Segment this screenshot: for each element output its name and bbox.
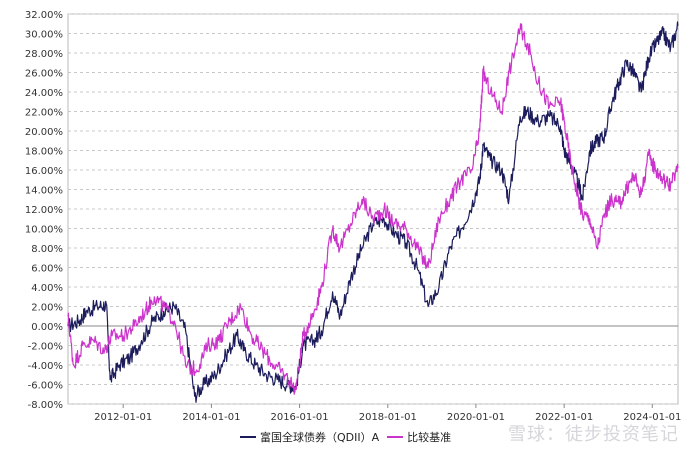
y-tick-label: 18.00% [25, 147, 63, 158]
y-tick-label: 2.00% [31, 303, 63, 314]
y-tick-label: -8.00% [28, 400, 63, 411]
y-tick-label: 26.00% [25, 69, 63, 80]
x-tick-label: 2014-01-01 [182, 412, 240, 423]
y-tick-label: 0.00% [31, 322, 63, 333]
legend-swatch-benchmark [387, 436, 404, 438]
legend-item-fund: 富国全球债券（QDII）A [240, 429, 379, 445]
y-tick-label: 24.00% [25, 88, 63, 99]
y-tick-label: 30.00% [25, 30, 63, 41]
y-tick-label: 20.00% [25, 127, 63, 138]
y-tick-label: 6.00% [31, 264, 63, 275]
y-tick-label: 32.00% [25, 10, 63, 21]
x-tick-label: 2018-01-01 [359, 412, 417, 423]
watermark: 雪球：徒步投资笔记 [508, 424, 679, 445]
series-line-benchmark [67, 23, 679, 395]
y-tick-label: -6.00% [28, 381, 63, 392]
y-tick-label: 22.00% [25, 108, 63, 119]
y-tick-label: 4.00% [31, 283, 63, 294]
y-tick-label: 8.00% [31, 244, 63, 255]
x-tick-label: 2020-01-01 [447, 412, 505, 423]
y-tick-label: 12.00% [25, 205, 63, 216]
legend-label-fund: 富国全球债券（QDII）A [260, 431, 380, 444]
y-tick-label: 14.00% [25, 186, 63, 197]
x-tick-label: 2016-01-01 [270, 412, 328, 423]
y-tick-label: 16.00% [25, 166, 63, 177]
y-tick-label: -2.00% [28, 342, 63, 353]
y-tick-label: 10.00% [25, 225, 63, 236]
legend-label-benchmark: 比较基准 [407, 431, 452, 444]
y-tick-label: 28.00% [25, 49, 63, 60]
x-tick-label: 2012-01-01 [94, 412, 152, 423]
y-tick-label: -4.00% [28, 361, 63, 372]
legend-item-benchmark: 比较基准 [387, 429, 451, 445]
x-tick-label: 2024-01-01 [623, 412, 681, 423]
legend-swatch-fund [240, 436, 256, 438]
legend: 富国全球债券（QDII）A 比较基准 [240, 428, 459, 446]
x-tick-label: 2022-01-01 [535, 412, 593, 423]
